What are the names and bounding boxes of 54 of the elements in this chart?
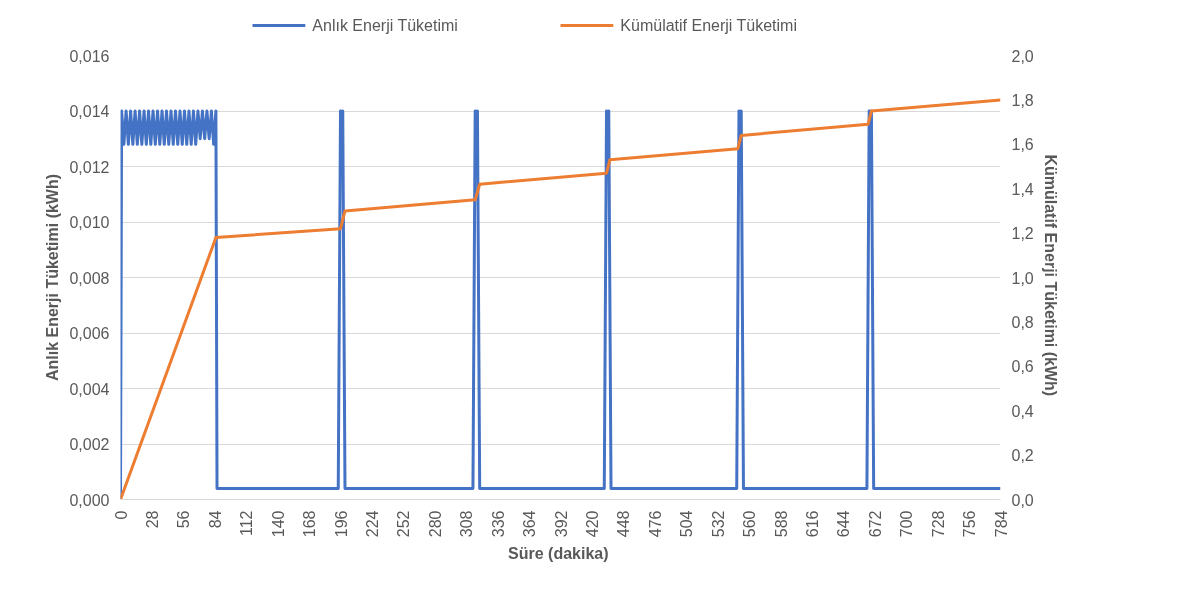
x-tick-label: 336	[489, 510, 507, 538]
x-tick-label: 84	[206, 510, 224, 529]
x-tick-label: 140	[269, 510, 287, 538]
x-tick-label: 280	[426, 510, 444, 538]
y2-tick-label: 1,4	[1011, 180, 1034, 198]
x-tick-label: 644	[835, 510, 853, 538]
y-tick-label: 0,000	[69, 491, 110, 509]
x-tick-label: 672	[866, 510, 884, 538]
y-tick-label: 0,008	[69, 269, 110, 287]
x-tick-label: 616	[803, 510, 821, 538]
y2-axis-title: Kümülatif Enerji Tüketimi (kWh)	[1041, 154, 1059, 397]
y2-tick-label: 2,0	[1011, 47, 1034, 65]
y-tick-label: 0,002	[69, 436, 110, 453]
x-tick-label: 224	[363, 510, 381, 538]
y2-tick-label: 0,0	[1011, 491, 1034, 509]
y2-tick-label: 0,8	[1011, 313, 1034, 331]
x-tick-label: 168	[301, 510, 319, 538]
x-tick-label: 420	[583, 510, 601, 538]
x-tick-label: 308	[458, 510, 476, 538]
x-tick-label: 588	[772, 510, 790, 538]
x-tick-label: 756	[961, 510, 979, 538]
y2-tick-label: 1,6	[1011, 136, 1034, 154]
y2-tick-label: 0,6	[1011, 358, 1034, 376]
x-tick-label: 364	[521, 510, 539, 538]
y-tick-label: 0,016	[69, 47, 110, 65]
x-tick-label: 56	[175, 510, 193, 529]
y2-tick-label: 1,8	[1011, 91, 1034, 109]
x-tick-label: 448	[615, 510, 633, 538]
y-tick-label: 0,012	[69, 158, 110, 176]
x-tick-label: 700	[898, 510, 916, 538]
y2-tick-label: 0,2	[1011, 447, 1034, 465]
y-tick-label: 0,014	[69, 103, 110, 120]
x-tick-label: 196	[332, 510, 350, 538]
legend-label: Kümülatif Enerji Tüketimi	[620, 17, 797, 34]
x-tick-label: 0	[112, 510, 130, 520]
x-tick-label: 784	[992, 510, 1010, 538]
x-tick-label: 504	[678, 510, 696, 538]
x-tick-label: 476	[646, 510, 664, 538]
y-tick-label: 0,004	[69, 380, 110, 398]
y-tick-label: 0,006	[69, 325, 110, 342]
y2-tick-label: 1,2	[1011, 225, 1034, 243]
x-tick-label: 392	[552, 510, 570, 538]
x-axis-title: Süre (dakika)	[508, 545, 609, 563]
y2-tick-label: 0,4	[1011, 402, 1034, 420]
y-tick-label: 0,010	[69, 214, 110, 231]
x-tick-label: 728	[929, 510, 947, 538]
x-tick-label: 28	[143, 510, 161, 529]
x-tick-label: 112	[238, 510, 256, 537]
x-tick-label: 532	[709, 510, 727, 538]
y2-tick-label: 1,0	[1011, 269, 1034, 287]
x-tick-label: 560	[741, 510, 759, 538]
y-axis-title: Anlık Enerji Tüketimi (kWh)	[44, 173, 62, 382]
x-tick-label: 252	[395, 510, 413, 538]
legend-label: Anlık Enerji Tüketimi	[312, 17, 458, 34]
